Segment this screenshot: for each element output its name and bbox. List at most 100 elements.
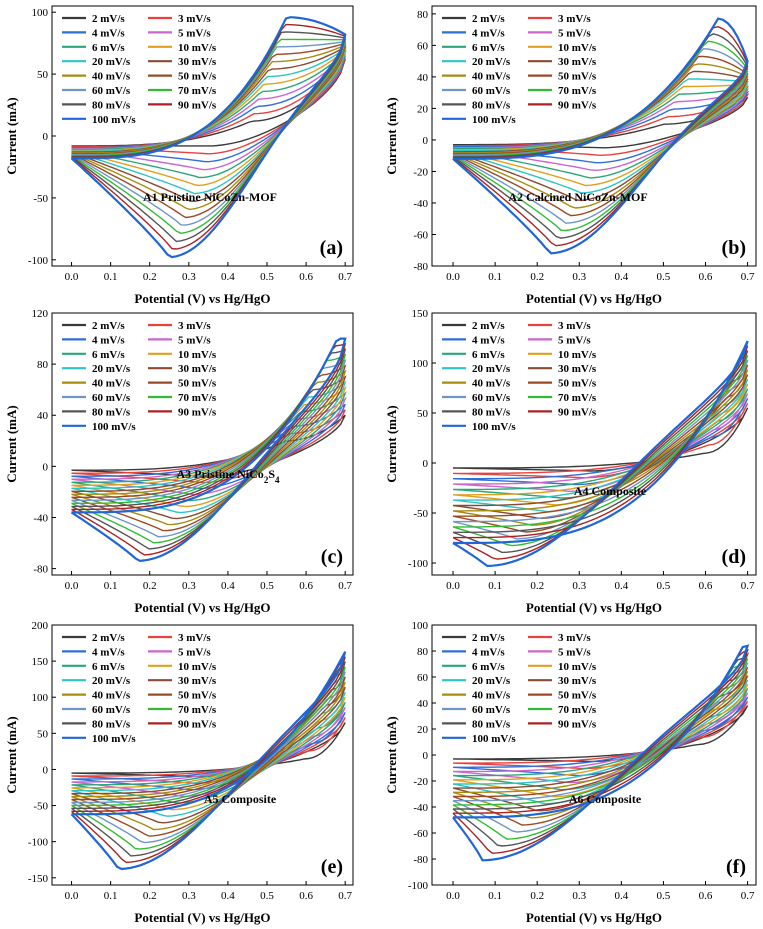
legend-entry: 30 mV/s	[178, 363, 217, 375]
x-tick-label: 0.4	[221, 580, 235, 592]
legend-entry: 2 mV/s	[92, 632, 125, 644]
legend-entry: 50 mV/s	[178, 71, 217, 83]
panel-title-sub: 2	[264, 475, 269, 485]
legend-entry: 40 mV/s	[472, 71, 511, 83]
legend-entry: 5 mV/s	[558, 27, 591, 39]
series-line-100-mv-s	[70, 16, 347, 259]
x-axis-label: Potential (V) vs Hg/HgO	[526, 600, 662, 615]
series-line-60-mv-s	[71, 671, 346, 844]
legend-entry: 20 mV/s	[92, 675, 131, 687]
x-tick-label: 0.1	[104, 580, 118, 592]
chart-panel-b: 0.0 0.1 0.2 0.3 0.4 0.5 0.6 0.7 -80 -60 -40 -20 0 20 4…	[384, 5, 757, 306]
legend-entry: 50 mV/s	[558, 690, 597, 702]
series-line-80-mv-s	[452, 33, 749, 239]
y-tick-label: 120	[32, 308, 49, 320]
legend-entry: 20 mV/s	[472, 363, 511, 375]
series-line-5-mv-s	[452, 393, 749, 493]
y-tick-label: -60	[413, 229, 428, 241]
x-tick-label: 0.7	[741, 580, 755, 592]
legend-entry: 10 mV/s	[558, 661, 597, 673]
legend-entry: 60 mV/s	[472, 704, 511, 716]
legend-entry: 4 mV/s	[472, 27, 505, 39]
x-tick-label: 0.4	[221, 271, 235, 283]
y-tick-label: -80	[413, 854, 428, 866]
plot-frame	[431, 5, 757, 267]
series-line-30-mv-s	[71, 686, 346, 824]
plot-frame	[51, 624, 354, 886]
legend-entry: 80 mV/s	[92, 718, 131, 730]
series-line-60-mv-s	[71, 359, 347, 538]
y-tick-label: 50	[37, 728, 49, 740]
y-tick-label: 0	[43, 461, 49, 473]
y-tick-label: 50	[417, 408, 429, 420]
y-tick-label: 60	[417, 40, 429, 52]
chart-panel-d: 0.0 0.1 0.2 0.3 0.4 0.5 0.6 0.7 -100 -50 0 50 100 150…	[384, 308, 757, 615]
legend-entry: 100 mV/s	[472, 421, 516, 433]
x-axis-label: Potential (V) vs Hg/HgO	[134, 600, 270, 615]
series-line-2-mv-s	[452, 705, 749, 763]
legend-entry: 100 mV/s	[92, 114, 136, 126]
series-line-90-mv-s	[71, 656, 346, 864]
x-tick-label: 0.4	[221, 890, 235, 902]
x-tick-label: 0.1	[488, 890, 502, 902]
series-line-70-mv-s	[71, 666, 346, 850]
series-line-70-mv-s	[452, 658, 749, 840]
y-tick-label: 0	[43, 131, 49, 143]
legend-entry: 4 mV/s	[92, 334, 125, 346]
series-line-100-mv-s	[452, 644, 750, 862]
legend-entry: 80 mV/s	[472, 406, 511, 418]
panel-title: A6 Composite	[569, 792, 642, 806]
x-tick-label: 0.6	[299, 890, 313, 902]
panel-title: A1 Pristine NiCoZn-MOF	[143, 190, 277, 204]
x-tick-label: 0.2	[143, 580, 157, 592]
legend-entry: 30 mV/s	[178, 56, 217, 68]
y-axis-label: Current (mA)	[384, 405, 399, 482]
x-tick-label: 0.2	[530, 580, 544, 592]
x-tick-label: 0.7	[338, 271, 352, 283]
legend-entry: 50 mV/s	[178, 690, 217, 702]
legend-entry: 100 mV/s	[472, 114, 516, 126]
y-tick-label: 80	[37, 359, 49, 371]
x-axis-label: Potential (V) vs Hg/HgO	[134, 291, 270, 306]
panel-title-main: A3 Pristine NiCo	[176, 467, 263, 481]
x-tick-label: 0.5	[260, 271, 274, 283]
legend-entry: 20 mV/s	[472, 675, 511, 687]
y-tick-label: -80	[413, 261, 428, 273]
legend-entry: 5 mV/s	[178, 334, 211, 346]
panel-label: (b)	[722, 237, 746, 259]
x-tick-label: 0.6	[299, 271, 313, 283]
series-line-20-mv-s	[71, 691, 346, 817]
series-line-70-mv-s	[452, 355, 749, 547]
legend-entry: 50 mV/s	[558, 71, 597, 83]
series-line-50-mv-s	[71, 676, 346, 837]
series-line-50-mv-s	[71, 364, 347, 532]
panel-label: (d)	[722, 546, 746, 568]
y-tick-label: 80	[417, 9, 429, 21]
y-tick-label: 50	[37, 69, 49, 81]
x-tick-label: 0.0	[65, 890, 79, 902]
chart-panel-c: 0.0 0.1 0.2 0.3 0.4 0.5 0.6 0.7 -80 -40 0 40 80 120 Po…	[4, 308, 354, 615]
x-tick-label: 0.0	[446, 890, 460, 902]
series-lines	[452, 17, 750, 255]
legend-entry: 2 mV/s	[92, 13, 125, 25]
x-tick-label: 0.1	[104, 271, 118, 283]
series-line-10-mv-s	[452, 383, 749, 506]
x-tick-label: 0.0	[446, 580, 460, 592]
y-tick-label: 40	[417, 698, 429, 710]
legend-entry: 50 mV/s	[558, 378, 597, 390]
y-axis-label: Current (mA)	[4, 716, 19, 793]
y-tick-label: -80	[33, 564, 48, 576]
legend-entry: 30 mV/s	[178, 675, 217, 687]
x-tick-label: 0.3	[572, 271, 586, 283]
series-line-80-mv-s	[71, 348, 347, 550]
legend-entry: 60 mV/s	[92, 85, 131, 97]
legend-entry: 4 mV/s	[472, 334, 505, 346]
legend: 2 mV/s 3 mV/s 4 mV/s 5 mV/s 6 mV/s 10 mV/s 20 …	[442, 632, 597, 745]
legend-entry: 5 mV/s	[178, 27, 211, 39]
series-line-20-mv-s	[71, 380, 347, 514]
legend-entry: 6 mV/s	[472, 349, 505, 361]
x-tick-label: 0.0	[65, 580, 79, 592]
y-tick-label: 0	[423, 750, 429, 762]
x-tick-label: 0.6	[699, 890, 713, 902]
